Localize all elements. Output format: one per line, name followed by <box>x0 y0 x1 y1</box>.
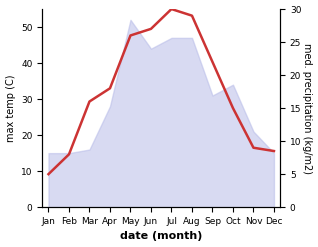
Y-axis label: med. precipitation (kg/m2): med. precipitation (kg/m2) <box>302 43 313 174</box>
X-axis label: date (month): date (month) <box>120 231 203 242</box>
Y-axis label: max temp (C): max temp (C) <box>5 74 16 142</box>
